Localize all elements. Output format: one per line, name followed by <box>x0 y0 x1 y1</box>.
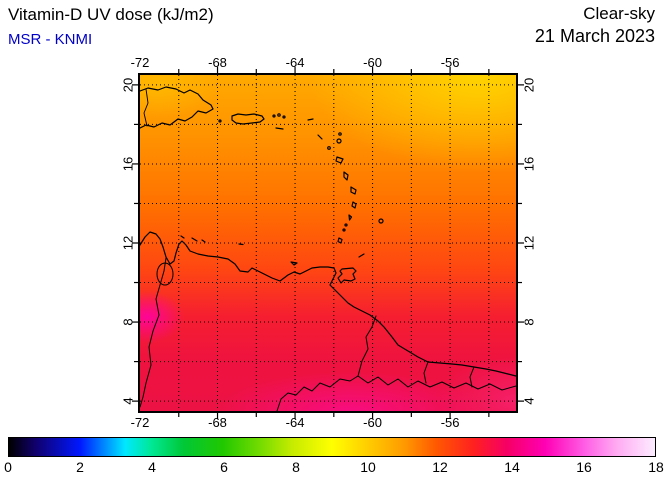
data-source-label: MSR - KNMI <box>8 31 93 48</box>
lon-label-top: -64 <box>285 55 305 70</box>
colorbar-label: 2 <box>76 459 84 475</box>
border-suriname-guiana <box>469 366 475 388</box>
island-barbuda <box>338 132 342 136</box>
axis-ticks <box>132 67 524 419</box>
island-curacao <box>191 237 198 242</box>
island-montserrat <box>327 146 331 150</box>
lon-label-bottom: -68 <box>208 415 227 430</box>
lat-label-right: 4 <box>521 397 537 405</box>
lat-label-right: 8 <box>521 318 537 326</box>
lon-label-bottom: -72 <box>130 415 150 430</box>
colorbar-label: 8 <box>292 459 300 475</box>
island-dominica <box>343 171 349 181</box>
coast-hispaniola <box>139 86 214 129</box>
colorbar-label: 0 <box>4 459 12 475</box>
island-guadeloupe <box>335 156 344 164</box>
island-st-croix <box>275 127 284 130</box>
colorbar-label: 16 <box>576 459 592 475</box>
island-tobago <box>358 253 365 258</box>
lat-label-right: 12 <box>521 235 537 251</box>
lon-label-bottom: -60 <box>363 415 382 430</box>
border-colombia-venezuela <box>139 257 167 408</box>
island-bonaire <box>201 239 206 243</box>
island-grenada <box>337 237 343 244</box>
island-virgin-2 <box>277 113 281 117</box>
lon-label-top: -68 <box>208 55 227 70</box>
border-venezuela-guyana <box>357 315 377 377</box>
page-title: Vitamin-D UV dose (kJ/m2) <box>8 5 214 24</box>
island-barbados <box>378 218 384 224</box>
coast-puerto-rico <box>231 113 265 125</box>
lon-label-top: -56 <box>440 55 460 70</box>
colorbar-label: 10 <box>360 459 376 475</box>
island-st-martin <box>307 118 314 121</box>
map-panel <box>132 67 524 419</box>
colorbar-label: 14 <box>504 459 520 475</box>
island-antigua <box>336 138 342 144</box>
island-martinique <box>350 186 357 195</box>
border-venezuela-brazil <box>276 375 359 412</box>
lon-label-top: -60 <box>363 55 382 70</box>
map-area <box>132 67 524 419</box>
map-overlay-svg <box>132 67 524 419</box>
island-st-lucia <box>351 201 357 209</box>
lat-label-right: 16 <box>521 156 537 172</box>
island-aruba <box>180 235 185 239</box>
colorbar-label: 6 <box>220 459 228 475</box>
border-brazil-guianas <box>357 375 517 391</box>
lat-label-left: 12 <box>120 235 136 251</box>
island-margarita <box>290 261 298 266</box>
lon-label-bottom: -56 <box>440 415 460 430</box>
grid-lines <box>140 75 516 411</box>
border-guyana-suriname <box>423 361 429 384</box>
colorbar <box>8 437 656 457</box>
colorbar-label: 4 <box>148 459 156 475</box>
lat-label-right: 20 <box>521 77 537 93</box>
island-los-roques <box>238 243 244 246</box>
island-st-kitts <box>317 134 323 140</box>
sky-condition-label: Clear-sky <box>583 4 655 23</box>
colorbar-label: 18 <box>648 459 664 475</box>
border-haiti-dr <box>143 88 149 127</box>
coastlines <box>139 86 517 412</box>
island-grenadines-1 <box>344 223 348 227</box>
island-mona <box>218 119 222 123</box>
lat-label-left: 20 <box>120 77 136 93</box>
island-grenadines-2 <box>342 228 346 232</box>
island-virgin-1 <box>272 114 276 118</box>
lon-label-bottom: -64 <box>285 415 305 430</box>
lat-label-left: 8 <box>120 318 136 326</box>
date-label: 21 March 2023 <box>534 26 655 46</box>
coast-south-america <box>139 231 517 377</box>
lat-label-left: 4 <box>120 397 136 405</box>
island-st-vincent <box>348 214 353 221</box>
lat-label-left: 16 <box>120 156 136 172</box>
lon-label-top: -72 <box>130 55 150 70</box>
colorbar-label: 12 <box>432 459 448 475</box>
coast-trinidad <box>337 267 357 284</box>
island-virgin-3 <box>282 115 286 119</box>
